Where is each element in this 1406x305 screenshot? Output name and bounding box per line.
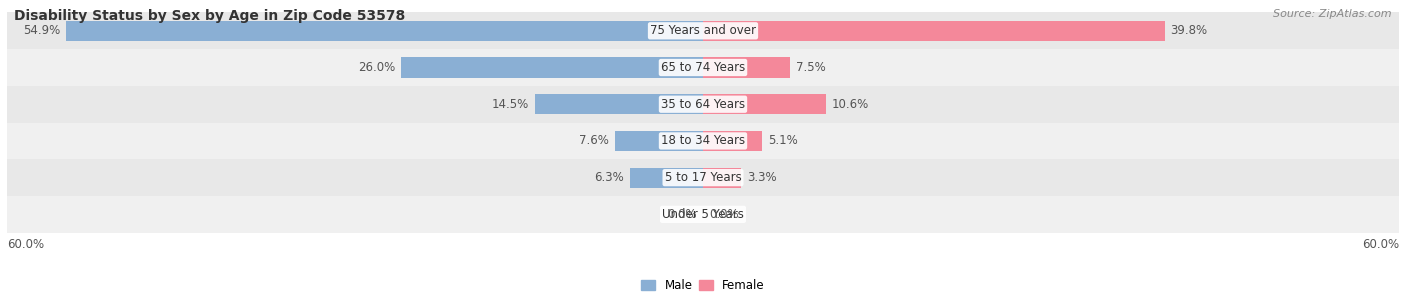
Bar [703,131,762,151]
Bar [614,131,703,151]
Legend: Male, Female: Male, Female [637,274,769,297]
Text: 35 to 64 Years: 35 to 64 Years [661,98,745,111]
Bar [703,167,741,188]
Text: 54.9%: 54.9% [22,24,60,37]
Text: 75 Years and over: 75 Years and over [650,24,756,37]
Text: 39.8%: 39.8% [1171,24,1208,37]
Text: Under 5 Years: Under 5 Years [662,208,744,221]
Text: 0.0%: 0.0% [668,208,697,221]
Text: 60.0%: 60.0% [1362,238,1399,251]
Text: 26.0%: 26.0% [359,61,395,74]
Bar [401,57,703,77]
Text: 5.1%: 5.1% [768,135,797,147]
Bar [7,196,1399,233]
Text: 5 to 17 Years: 5 to 17 Years [665,171,741,184]
Bar [66,21,703,41]
Text: 7.5%: 7.5% [796,61,825,74]
Text: 6.3%: 6.3% [595,171,624,184]
Bar [7,159,1399,196]
Text: Disability Status by Sex by Age in Zip Code 53578: Disability Status by Sex by Age in Zip C… [14,9,405,23]
Bar [534,94,703,114]
Text: 60.0%: 60.0% [7,238,44,251]
Bar [703,21,1164,41]
Text: Source: ZipAtlas.com: Source: ZipAtlas.com [1274,9,1392,19]
Text: 18 to 34 Years: 18 to 34 Years [661,135,745,147]
Bar [703,57,790,77]
Bar [7,13,1399,49]
Bar [7,123,1399,159]
Text: 14.5%: 14.5% [492,98,529,111]
Text: 3.3%: 3.3% [747,171,776,184]
Bar [630,167,703,188]
Text: 0.0%: 0.0% [709,208,738,221]
Bar [703,94,825,114]
Text: 65 to 74 Years: 65 to 74 Years [661,61,745,74]
Text: 7.6%: 7.6% [579,135,609,147]
Bar [7,86,1399,123]
Bar [7,49,1399,86]
Text: 10.6%: 10.6% [832,98,869,111]
